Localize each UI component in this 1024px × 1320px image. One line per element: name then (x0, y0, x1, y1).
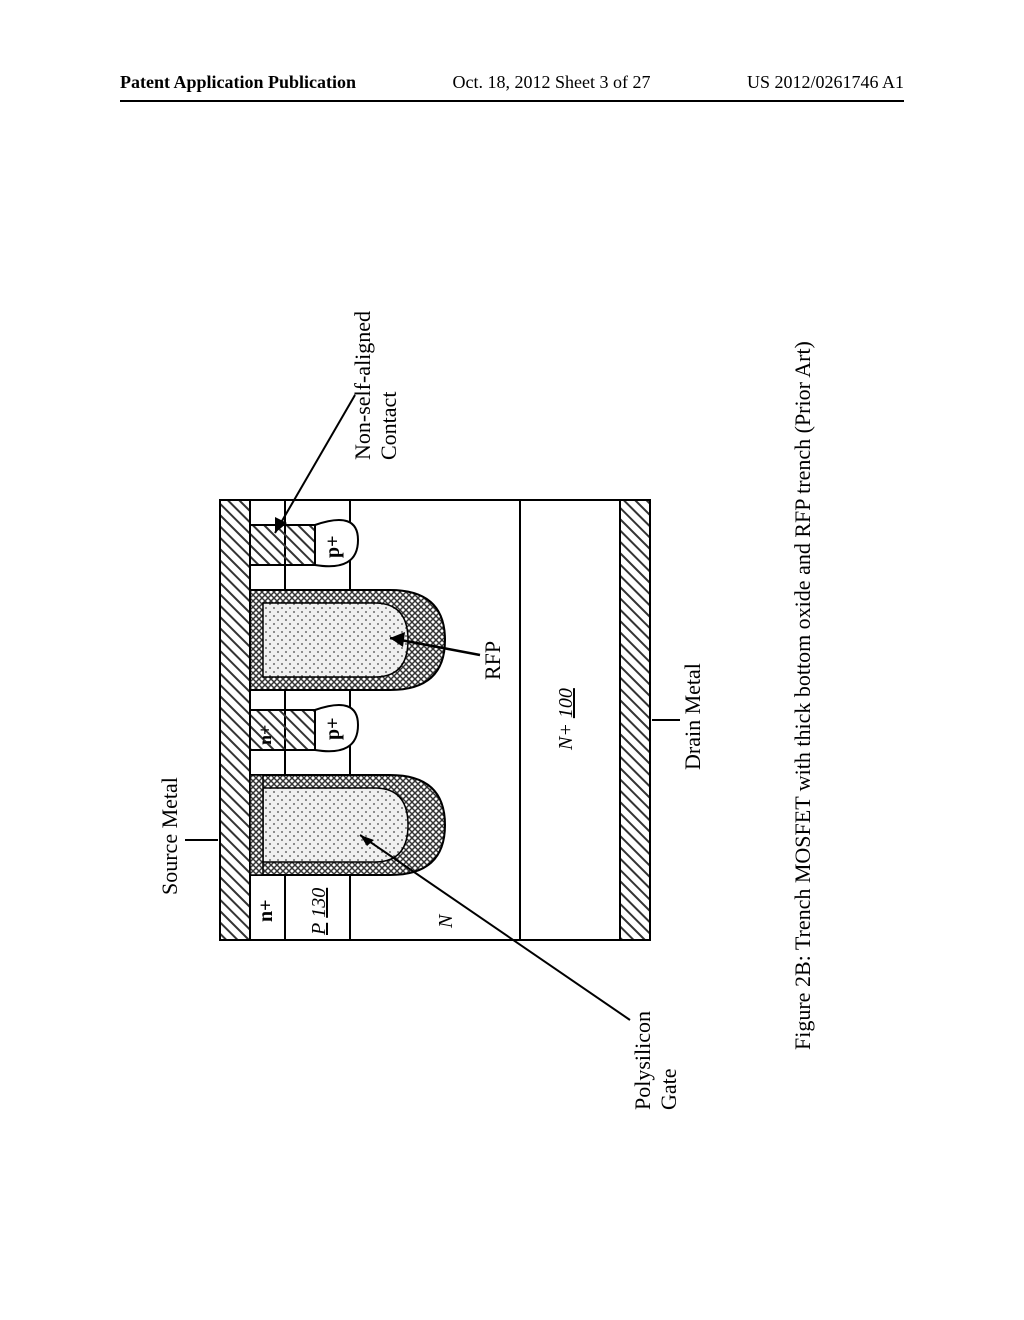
non-self-aligned-label: Non-self-aligned Contact (350, 311, 402, 460)
n-plus-100-label: N+ 100 (555, 688, 578, 750)
polysilicon-label: Polysilicon Gate (630, 1011, 682, 1110)
p-plus-left-label: p+ (322, 717, 345, 740)
figure-caption: Figure 2B: Trench MOSFET with thick bott… (790, 341, 816, 1050)
rfp-label: RFP (480, 641, 506, 680)
p-130-label: P 130 (308, 888, 331, 935)
drain-metal-label: Drain Metal (680, 663, 706, 770)
source-metal-label: Source Metal (157, 777, 183, 895)
N-drift-label: N (435, 915, 458, 928)
page-header: Patent Application Publication Oct. 18, … (0, 72, 1024, 93)
header-center: Oct. 18, 2012 Sheet 3 of 27 (453, 72, 651, 93)
n-plus-mid-label2: n+ (255, 725, 276, 745)
diagram-container: n+ n+ n+ p+ p+ P 130 N N+ 100 Source Met… (160, 310, 860, 1090)
header-divider (120, 100, 904, 102)
mosfet-diagram (160, 310, 860, 1090)
rotated-wrapper: n+ n+ n+ p+ p+ P 130 N N+ 100 Source Met… (0, 150, 1024, 1250)
header-right: US 2012/0261746 A1 (747, 72, 904, 93)
p-plus-right-label: p+ (322, 535, 345, 558)
header-left: Patent Application Publication (120, 72, 356, 93)
n-plus-left-label: n+ (255, 899, 278, 922)
